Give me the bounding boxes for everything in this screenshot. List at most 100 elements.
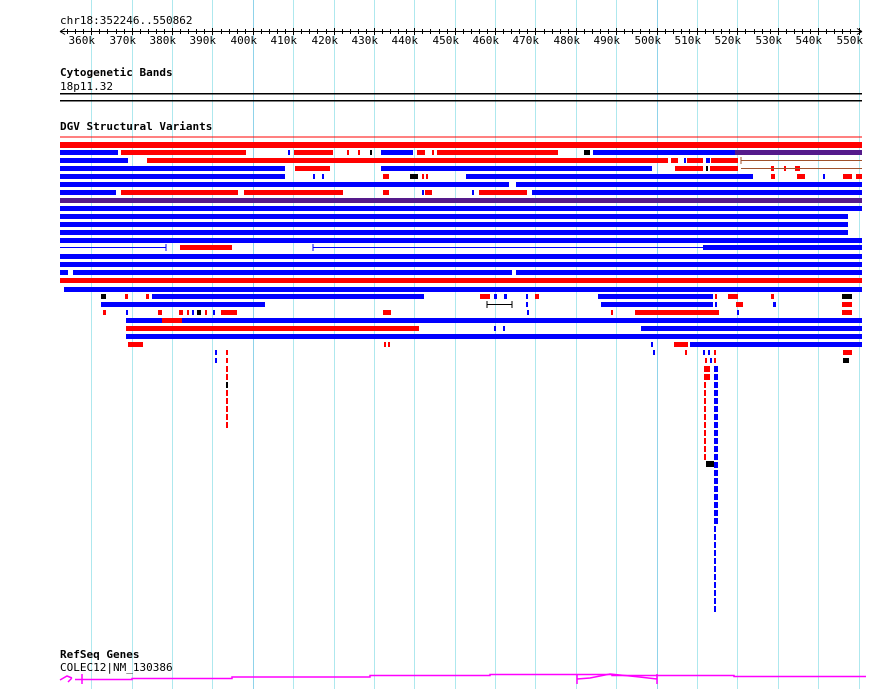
sv-feature[interactable] bbox=[635, 310, 719, 315]
sv-feature[interactable] bbox=[187, 310, 189, 315]
sv-feature[interactable] bbox=[728, 294, 738, 299]
sv-feature[interactable] bbox=[494, 294, 497, 299]
sv-feature[interactable] bbox=[598, 294, 713, 299]
sv-feature[interactable] bbox=[226, 414, 228, 420]
sv-feature[interactable] bbox=[714, 518, 718, 524]
sv-feature[interactable] bbox=[486, 301, 513, 308]
sv-feature[interactable] bbox=[714, 534, 716, 540]
sv-feature[interactable] bbox=[295, 166, 330, 171]
sv-feature[interactable] bbox=[706, 158, 710, 163]
sv-feature[interactable] bbox=[381, 150, 413, 155]
sv-feature[interactable] bbox=[244, 190, 343, 195]
sv-feature[interactable] bbox=[516, 182, 862, 187]
sv-feature[interactable] bbox=[674, 342, 688, 347]
sv-feature[interactable] bbox=[60, 142, 862, 148]
sv-feature[interactable] bbox=[472, 190, 474, 195]
sv-feature[interactable] bbox=[714, 478, 718, 484]
gene-intron-line[interactable] bbox=[59, 673, 866, 683]
sv-feature[interactable] bbox=[417, 150, 425, 155]
sv-feature[interactable] bbox=[714, 582, 716, 588]
sv-feature[interactable] bbox=[714, 406, 718, 412]
sv-feature[interactable] bbox=[60, 190, 116, 195]
sv-feature[interactable] bbox=[526, 302, 528, 307]
sv-feature[interactable] bbox=[714, 606, 716, 612]
sv-feature[interactable] bbox=[432, 150, 434, 155]
sv-feature[interactable] bbox=[103, 310, 106, 315]
sv-feature[interactable] bbox=[60, 238, 862, 243]
sv-feature[interactable] bbox=[213, 310, 215, 315]
sv-feature[interactable] bbox=[215, 350, 217, 355]
sv-feature[interactable] bbox=[422, 190, 424, 195]
sv-feature[interactable] bbox=[714, 550, 716, 556]
sv-feature[interactable] bbox=[426, 174, 428, 179]
sv-feature[interactable] bbox=[215, 358, 217, 363]
sv-feature[interactable] bbox=[704, 454, 706, 460]
sv-feature[interactable] bbox=[179, 310, 183, 315]
sv-feature[interactable] bbox=[737, 310, 739, 315]
sv-feature[interactable] bbox=[60, 214, 848, 219]
sv-feature[interactable] bbox=[703, 350, 705, 355]
sv-feature[interactable] bbox=[714, 398, 718, 404]
sv-feature[interactable] bbox=[60, 278, 862, 283]
sv-feature[interactable] bbox=[358, 150, 360, 155]
sv-feature[interactable] bbox=[410, 174, 418, 179]
sv-feature[interactable] bbox=[503, 326, 505, 331]
sv-feature[interactable] bbox=[715, 302, 717, 307]
sv-feature[interactable] bbox=[226, 366, 228, 372]
sv-feature[interactable] bbox=[60, 270, 68, 275]
sv-feature[interactable] bbox=[710, 358, 712, 363]
sv-feature[interactable] bbox=[675, 166, 703, 171]
sv-feature[interactable] bbox=[714, 438, 718, 444]
sv-feature[interactable] bbox=[735, 150, 862, 155]
sv-feature[interactable] bbox=[226, 358, 228, 363]
sv-feature[interactable] bbox=[479, 190, 527, 195]
sv-feature[interactable] bbox=[651, 342, 653, 347]
sv-feature[interactable] bbox=[714, 574, 716, 580]
sv-feature[interactable] bbox=[60, 166, 285, 171]
sv-feature[interactable] bbox=[146, 294, 149, 299]
sv-feature[interactable] bbox=[503, 318, 505, 323]
sv-feature[interactable] bbox=[101, 294, 106, 299]
sv-feature[interactable] bbox=[126, 326, 419, 331]
sv-feature[interactable] bbox=[526, 294, 528, 299]
sv-feature[interactable] bbox=[383, 310, 391, 315]
sv-feature[interactable] bbox=[843, 174, 852, 179]
sv-feature[interactable] bbox=[823, 174, 825, 179]
sv-feature[interactable] bbox=[288, 150, 290, 155]
sv-feature[interactable] bbox=[527, 310, 529, 315]
sv-feature[interactable] bbox=[703, 245, 862, 250]
sv-feature[interactable] bbox=[60, 206, 862, 211]
sv-feature[interactable] bbox=[226, 422, 228, 428]
sv-feature[interactable] bbox=[771, 294, 774, 299]
sv-feature[interactable] bbox=[714, 454, 718, 460]
sv-feature[interactable] bbox=[226, 390, 228, 396]
sv-feature[interactable] bbox=[706, 166, 708, 171]
cytoband-bar[interactable] bbox=[60, 93, 862, 95]
sv-feature[interactable] bbox=[384, 342, 386, 347]
sv-feature[interactable] bbox=[714, 430, 718, 436]
sv-feature[interactable] bbox=[685, 350, 687, 355]
sv-feature[interactable] bbox=[714, 558, 716, 564]
sv-feature[interactable] bbox=[704, 406, 706, 412]
sv-feature[interactable] bbox=[532, 190, 862, 195]
sv-feature[interactable] bbox=[856, 174, 862, 179]
sv-feature[interactable] bbox=[704, 438, 706, 444]
sv-feature[interactable] bbox=[192, 310, 194, 315]
sv-feature[interactable] bbox=[714, 486, 718, 492]
sv-feature[interactable] bbox=[221, 310, 237, 315]
sv-feature[interactable] bbox=[60, 182, 509, 187]
sv-feature[interactable] bbox=[383, 190, 389, 195]
sv-feature[interactable] bbox=[714, 598, 716, 604]
sv-feature[interactable] bbox=[128, 342, 143, 347]
sv-feature[interactable] bbox=[641, 326, 862, 331]
sv-feature[interactable] bbox=[690, 342, 862, 347]
sv-feature[interactable] bbox=[704, 374, 710, 380]
sv-feature[interactable] bbox=[710, 166, 738, 171]
sv-feature[interactable] bbox=[60, 198, 862, 203]
sv-feature[interactable] bbox=[226, 374, 228, 380]
sv-feature[interactable] bbox=[535, 294, 539, 299]
sv-feature[interactable] bbox=[687, 158, 703, 163]
sv-feature[interactable] bbox=[714, 526, 716, 532]
sv-feature[interactable] bbox=[705, 358, 707, 363]
sv-feature[interactable] bbox=[704, 398, 706, 404]
